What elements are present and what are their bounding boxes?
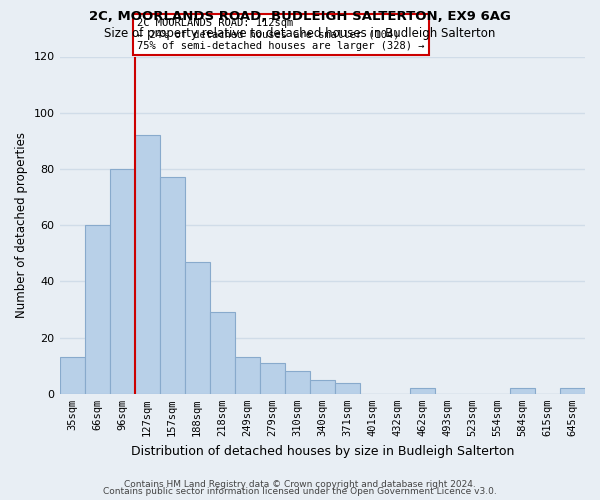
X-axis label: Distribution of detached houses by size in Budleigh Salterton: Distribution of detached houses by size …: [131, 444, 514, 458]
Bar: [160, 178, 185, 394]
Bar: [560, 388, 585, 394]
Text: Contains public sector information licensed under the Open Government Licence v3: Contains public sector information licen…: [103, 488, 497, 496]
Bar: [59, 358, 85, 394]
Bar: [260, 363, 285, 394]
Text: 2C MOORLANDS ROAD: 112sqm
← 24% of detached houses are smaller (104)
75% of semi: 2C MOORLANDS ROAD: 112sqm ← 24% of detac…: [137, 18, 425, 51]
Bar: [235, 358, 260, 394]
Bar: [85, 225, 110, 394]
Text: 2C, MOORLANDS ROAD, BUDLEIGH SALTERTON, EX9 6AG: 2C, MOORLANDS ROAD, BUDLEIGH SALTERTON, …: [89, 10, 511, 23]
Y-axis label: Number of detached properties: Number of detached properties: [15, 132, 28, 318]
Bar: [134, 135, 160, 394]
Bar: [110, 169, 134, 394]
Bar: [410, 388, 435, 394]
Bar: [285, 372, 310, 394]
Bar: [510, 388, 535, 394]
Text: Size of property relative to detached houses in Budleigh Salterton: Size of property relative to detached ho…: [104, 28, 496, 40]
Bar: [335, 382, 360, 394]
Text: Contains HM Land Registry data © Crown copyright and database right 2024.: Contains HM Land Registry data © Crown c…: [124, 480, 476, 489]
Bar: [209, 312, 235, 394]
Bar: [185, 262, 209, 394]
Bar: [310, 380, 335, 394]
